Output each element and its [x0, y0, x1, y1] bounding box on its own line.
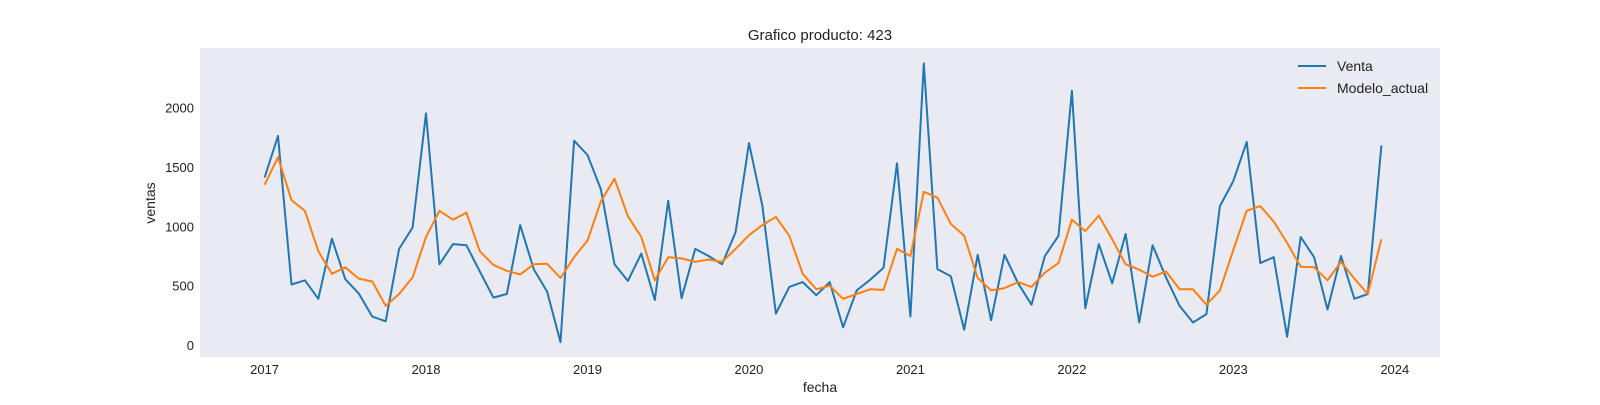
series-lines	[263, 62, 1383, 344]
legend: Venta Modelo_actual	[1298, 58, 1428, 96]
y-tick-label: 0	[187, 338, 194, 353]
series-line-venta	[263, 62, 1383, 344]
x-tick-label: 2021	[896, 362, 925, 377]
y-tick-label: 500	[172, 279, 194, 294]
legend-label-venta: Venta	[1337, 58, 1373, 74]
y-axis-ticks: 0 500 1000 1500 2000	[165, 100, 194, 353]
series-line-modelo-actual	[263, 156, 1383, 307]
x-tick-label: 2019	[573, 362, 602, 377]
x-tick-label: 2017	[250, 362, 279, 377]
x-axis-label: fecha	[803, 379, 837, 395]
chart-title: Grafico producto: 423	[748, 27, 892, 44]
y-tick-label: 1000	[165, 219, 194, 234]
legend-label-modelo-actual: Modelo_actual	[1337, 80, 1428, 96]
y-tick-label: 2000	[165, 100, 194, 115]
x-tick-label: 2018	[412, 362, 441, 377]
x-tick-label: 2020	[734, 362, 763, 377]
plot-area	[200, 48, 1440, 357]
y-tick-label: 1500	[165, 160, 194, 175]
x-tick-label: 2024	[1380, 362, 1409, 377]
x-tick-label: 2023	[1219, 362, 1248, 377]
x-tick-label: 2022	[1057, 362, 1086, 377]
y-axis-label: ventas	[142, 182, 158, 223]
x-axis-ticks: 2017 2018 2019 2020 2021 2022 2023 2024	[250, 362, 1409, 377]
